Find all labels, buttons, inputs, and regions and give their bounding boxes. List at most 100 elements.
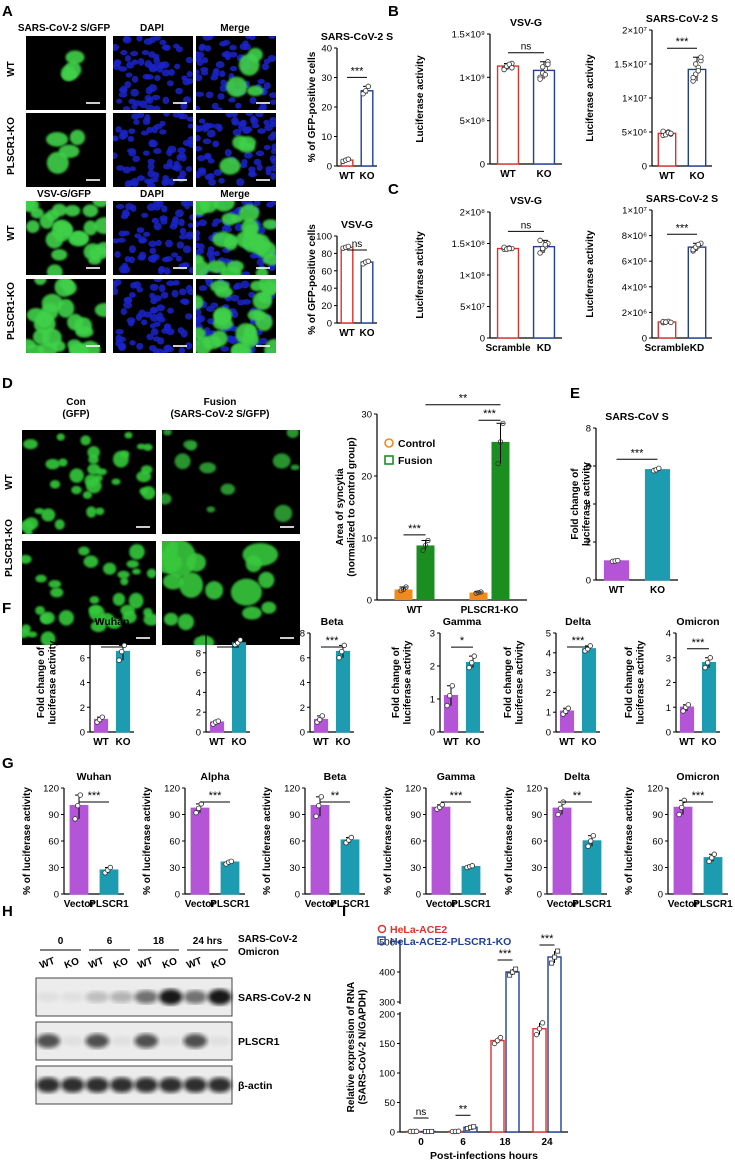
a-bot-r1-dapi-nucleus [115,328,124,335]
a-top-r1-merge-content [196,113,276,187]
chart-F2-bar-ko [231,642,247,733]
a-top-r0-merge-nucleus [210,75,219,81]
a-bot-r0-dapi-nucleus [157,266,165,275]
a-top-r0-merge-nucleus [202,36,211,41]
chart-D-ytick-label: 0 [367,596,372,607]
western-band [60,991,85,1003]
d-wt-con-cell [86,506,97,518]
a-top-r1-merge-nucleus [196,154,206,162]
d-ko-con-cell [146,568,156,579]
a-top-r0-gfp-content [60,50,85,81]
chart-F6-point [685,702,691,708]
western-band [109,1077,134,1093]
a-bot-r0-merge-cell [249,233,271,255]
chart-F3-ytick-label: 0 [300,728,305,739]
western-band [36,1033,61,1049]
chart-I-point [555,948,561,954]
d-ko-con-cell [103,562,117,575]
chart-B2-sig-label: *** [676,36,690,48]
a-top-r0-merge-nucleus [196,91,204,97]
a-top-r1-merge-nucleus [241,158,248,165]
d-ko-con-cell [48,580,62,589]
a-bot-r0-dapi-nucleus [141,212,149,218]
chart-G6-xtick-label: Vector [668,899,699,910]
chart-G6-ylabel-line-1: % of luciferase activity [624,787,635,895]
d-col-label-2-line1: Fusion [204,397,237,408]
a-top-r1-dapi [113,113,193,187]
a-bot-r0-dapi-nucleus [153,222,162,231]
d-wt-con-cell [34,508,45,515]
a-top-r1-merge-nucleus [198,118,206,124]
a-top-r1-dapi-nucleus [119,129,129,135]
a-bot-r1-dapi-nucleus [146,333,154,341]
a-bot-r0-dapi-nucleus [176,241,185,249]
chart-D-sig-label: ** [459,393,468,405]
a-top-r0-dapi-nucleus [131,59,139,65]
d-ko-con-cell [22,554,32,564]
a-top-r1-merge-nucleus [270,157,276,165]
a-top-r0-merge-nucleus [217,93,225,100]
chart-G2-ytick-label: 60 [169,837,180,848]
chart-I-ytick-label: 500 [379,938,395,949]
chart-C1-bar-scramble [496,247,520,339]
d-wt-fus-cell [174,453,191,470]
chart-A2-point [345,243,351,250]
chart-A1-point [365,83,371,90]
chart-F5-point [587,643,593,649]
chart-I-legend-label-1: HeLa-ACE2 [390,924,447,936]
chart-I-xlabel: Post-infections hours [430,1150,538,1162]
chart-F3-sig-label: *** [326,635,340,647]
chart-G3-ytick-label: 60 [289,837,300,848]
d-ko-con-cell [35,574,47,583]
chart-F5-ylabel: Fold change ofluciferase activity [503,640,526,724]
chart-A2-sig-label: ns [352,239,363,250]
chart-G6-ytick-label: 120 [647,784,663,795]
d-ko-con-cell [50,587,64,598]
chart-F3-bar-ko [335,650,351,733]
a-bot-r1-dapi-nucleus [178,288,187,296]
chart-C2-ytick-label: 4×10⁶ [622,282,647,293]
a-bot-r0-gfp-cell [51,249,68,261]
chart-A1-xtick-label: WT [339,171,355,182]
chart-G2-point [193,810,199,816]
chart-B2-ytick-label: 1.5×10⁷ [614,60,647,71]
chart-F2-ytick-label: 2 [196,708,201,719]
chart-G6-ytick-label: 0 [658,890,663,901]
chart-F5-ytick-label: 3 [546,668,551,679]
panel-letter-a: A [2,3,13,20]
a-top-r0-dapi-nucleus [131,75,139,83]
chart-G3-sig-label: ** [331,790,340,802]
a-bot-r0-dapi-nucleus [146,203,156,212]
a-bot-r0-dapi-nucleus [179,234,187,240]
western-band [207,989,232,1005]
a-bot-r0-merge-nucleus [241,271,251,275]
chart-I-sig-label: *** [541,933,555,945]
a-top-r0-dapi-nucleus [161,44,170,51]
chart-F4-point [447,693,453,699]
a-bot-r0-dapi-nucleus [138,251,147,259]
chart-F4-xtick-label: WT [443,737,459,748]
a-top-r1-gfp-cell [58,144,80,159]
a-top-r0-dapi-nucleus [136,36,143,42]
a-top-r0-dapi-nucleus [151,94,161,101]
chart-B2-point [693,61,699,67]
chart-D-point [422,542,429,549]
a-top-r1-merge-nucleus [238,121,247,127]
chart-G4-bar-plscr1 [461,865,481,895]
d-ko-con-cell [128,592,144,609]
a-row-label-wt-1: WT [6,61,17,77]
chart-B1-ytick-label: 1.5×10⁹ [452,30,485,41]
chart-A2-xtick-label: KO [360,328,375,339]
d-ko-con-cell [122,610,137,624]
a-bot-r0-gfp [26,201,106,275]
chart-G1-xtick-label: Vector [64,899,95,910]
chart-G5-ytick-label: 120 [526,784,542,795]
chart-F4-point [471,653,477,659]
d-wt-fus-cell [286,430,299,439]
chart-F5-point [565,705,571,711]
a-bot-r0-dapi-nucleus [128,245,136,254]
chart-D-legend-marker-fusion [384,455,394,465]
a-top-r0-dapi-nucleus [183,96,192,104]
chart-C1-ylabel-line-1: Luciferase activity [415,231,426,319]
